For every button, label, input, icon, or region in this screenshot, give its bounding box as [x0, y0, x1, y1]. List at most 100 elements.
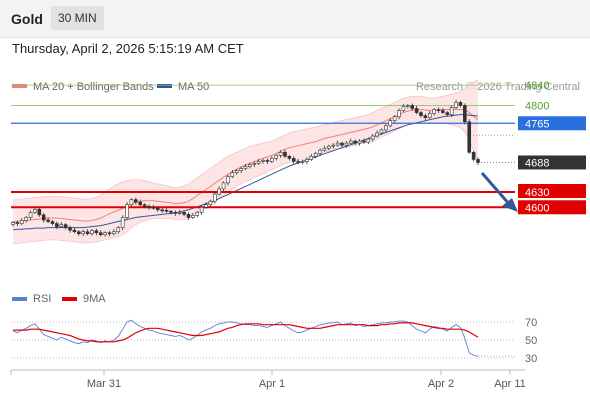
candle-body-20	[98, 232, 103, 236]
candle-body-30	[142, 204, 147, 207]
candle-body-66	[300, 161, 305, 163]
level-tag-4765	[518, 116, 586, 131]
bollinger-band	[13, 80, 478, 244]
candle-body-0	[11, 222, 15, 225]
candle-body-88	[397, 110, 401, 117]
last-price-tag	[518, 155, 586, 170]
candle-body-13	[68, 227, 72, 231]
candle-body-12	[63, 224, 68, 228]
candle-body-33	[155, 207, 160, 211]
candle-body-37	[173, 212, 178, 214]
candle-body-90	[406, 105, 410, 107]
candle-body-81	[366, 138, 371, 143]
candle-body-19	[94, 230, 99, 234]
level-label-4630: 4630	[525, 187, 549, 199]
candle-body-28	[134, 199, 138, 203]
candle-body-72	[327, 145, 331, 149]
candle-body-87	[392, 116, 397, 122]
rsi-tick-70: 70	[525, 317, 537, 329]
candle-body-64	[291, 158, 296, 162]
level-tag-4600	[518, 200, 586, 215]
candle-body-89	[401, 106, 406, 111]
candle-body-11	[59, 224, 64, 227]
legend-label-0: MA 20 + Bollinger Bands	[33, 81, 154, 93]
candle-body-3	[24, 217, 28, 221]
candle-body-95	[427, 113, 432, 118]
candle-body-70	[318, 149, 322, 154]
candle-body-62	[283, 151, 287, 157]
candle-body-18	[90, 230, 94, 235]
datetime-label: Thursday, April 2, 2026 5:15:19 AM CET	[12, 41, 244, 56]
bollinger-lower-line	[12, 122, 479, 245]
candle-body-84	[379, 129, 384, 134]
candle-body-100	[449, 107, 454, 115]
candle-body-83	[375, 132, 379, 137]
candle-body-97	[436, 109, 441, 111]
candle-body-82	[370, 135, 375, 140]
x-tick-label-3: Apr 11	[494, 378, 526, 390]
candle-body-73	[331, 144, 336, 147]
rsi-tick-50: 50	[525, 335, 537, 347]
candle-body-34	[160, 209, 164, 212]
candle-body-22	[107, 232, 112, 235]
candle-body-7	[41, 214, 46, 221]
candle-body-1	[15, 222, 20, 224]
candle-body-68	[309, 156, 314, 160]
candle-body-16	[81, 231, 85, 235]
candle-body-8	[46, 219, 50, 222]
candle-body-31	[147, 205, 151, 208]
source-label: Research © 2026 Trading Central	[416, 81, 580, 93]
candle-body-50	[230, 172, 235, 178]
interval-button[interactable]: 30 MIN	[51, 6, 104, 30]
candle-body-67	[305, 159, 309, 162]
candle-body-92	[414, 108, 419, 113]
candle-body-86	[388, 120, 393, 127]
candle-body-85	[384, 125, 388, 131]
candle-body-104	[467, 121, 472, 153]
candle-body-76	[344, 142, 349, 146]
candle-body-75	[340, 142, 344, 146]
candle-body-56	[256, 161, 261, 164]
legend-label-1: MA 50	[178, 81, 209, 93]
rsi-tick-30: 30	[525, 353, 537, 365]
candle-body-77	[348, 140, 353, 144]
candle-body-14	[72, 229, 77, 233]
bollinger-upper-line	[12, 79, 479, 201]
candle-body-15	[77, 231, 81, 235]
rsi-legend-swatch-1	[62, 297, 77, 301]
candle-body-105	[471, 151, 476, 160]
level-label-4840: 4840	[525, 80, 549, 92]
x-tick-label-1: Apr 1	[259, 378, 285, 390]
candle-body-4	[28, 212, 33, 218]
candle-body-79	[357, 140, 362, 144]
candle-body-51	[234, 170, 239, 173]
candle-body-36	[169, 211, 173, 213]
candle-body-10	[55, 223, 59, 227]
candle-body-58	[265, 160, 270, 162]
rsi-legend-swatch-0	[12, 297, 27, 301]
candle-body-91	[410, 105, 414, 109]
candle-body-55	[252, 163, 257, 165]
candle-body-101	[454, 102, 458, 108]
candle-body-38	[177, 212, 182, 214]
level-label-4600: 4600	[525, 202, 549, 214]
candle-body-96	[432, 109, 436, 114]
candle-body-42	[195, 212, 200, 216]
candle-body-94	[423, 115, 428, 118]
candle-body-2	[19, 220, 24, 224]
candle-body-39	[182, 212, 186, 215]
candle-body-27	[129, 199, 134, 206]
legend-swatch-1	[157, 84, 172, 88]
candle-body-59	[270, 158, 274, 162]
candle-body-69	[313, 153, 318, 157]
candle-body-52	[239, 168, 243, 171]
forecast-arrow-shaft	[480, 172, 512, 206]
candle-body-35	[164, 210, 169, 212]
candle-body-63	[287, 156, 292, 159]
candle-body-44	[204, 204, 208, 208]
candle-body-65	[296, 161, 300, 163]
level-tag-4630	[518, 184, 586, 198]
candle-body-25	[120, 217, 125, 228]
last-price-label: 4688	[525, 157, 549, 169]
candle-body-17	[85, 231, 90, 235]
